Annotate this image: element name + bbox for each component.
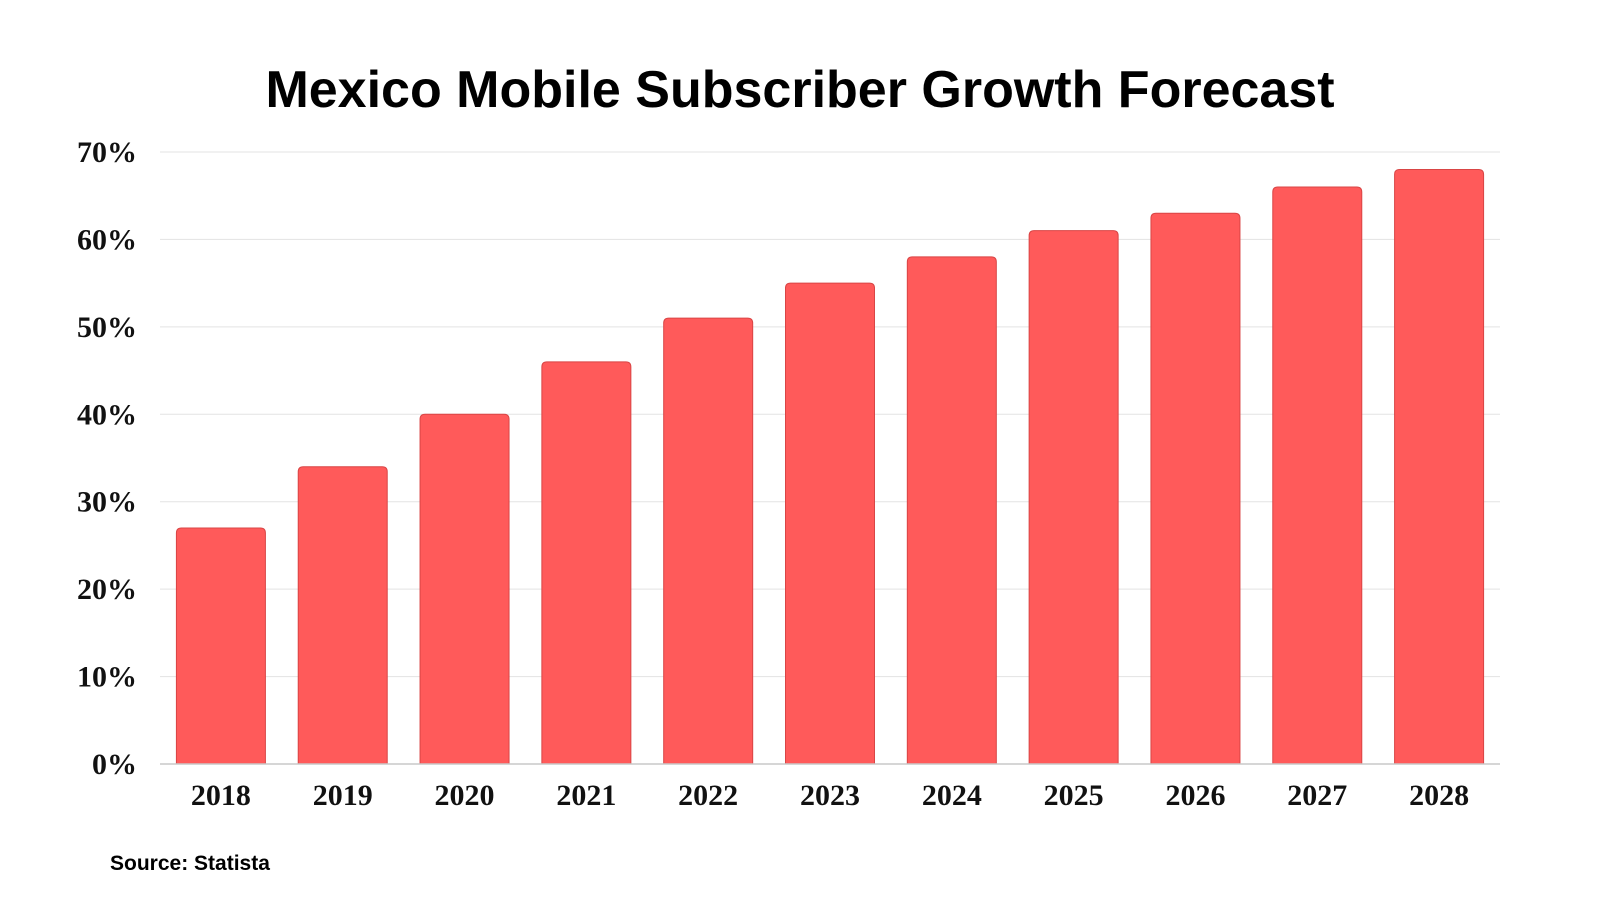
x-tick-label: 2028 — [1409, 779, 1469, 812]
bar-2019 — [297, 466, 388, 765]
source-note: Source: Statista — [110, 852, 270, 875]
bar-2026 — [1150, 212, 1241, 765]
bars — [175, 168, 1485, 765]
y-tick-label: 70% — [77, 136, 137, 169]
x-axis-ticks: 2018 2019 2020 2021 2022 2023 2024 2025 2026 2027… — [191, 779, 1469, 812]
y-tick-label: 20% — [77, 573, 137, 606]
x-tick-label: 2027 — [1287, 779, 1347, 812]
x-tick-label: 2026 — [1165, 779, 1225, 812]
x-tick-label: 2018 — [191, 779, 251, 812]
y-tick-label: 50% — [77, 311, 137, 344]
x-tick-label: 2023 — [800, 779, 860, 812]
bar-2022 — [663, 317, 754, 765]
x-tick-label: 2019 — [313, 779, 373, 812]
bar-2020 — [419, 413, 510, 765]
bar-2024 — [906, 256, 997, 765]
x-tick-label: 2022 — [678, 779, 738, 812]
x-tick-label: 2020 — [435, 779, 495, 812]
chart-title: Mexico Mobile Subscriber Growth Forecast — [265, 61, 1335, 119]
y-tick-label: 10% — [77, 661, 137, 694]
y-tick-label: 60% — [77, 223, 137, 256]
x-tick-label: 2025 — [1044, 779, 1104, 812]
bar-2025 — [1028, 230, 1119, 765]
y-tick-label: 40% — [77, 398, 137, 431]
y-tick-label: 0% — [92, 748, 137, 781]
bar-2023 — [785, 282, 875, 765]
bar-2021 — [541, 361, 632, 765]
y-tick-label: 30% — [77, 486, 137, 519]
bar-2027 — [1272, 186, 1363, 765]
bar-2018 — [175, 527, 266, 765]
y-axis-ticks: 0% 10% 20% 30% 40% 50% 60% 70% — [77, 136, 137, 781]
x-tick-label: 2021 — [556, 779, 616, 812]
bar-2028 — [1394, 168, 1485, 765]
x-tick-label: 2024 — [922, 779, 982, 812]
